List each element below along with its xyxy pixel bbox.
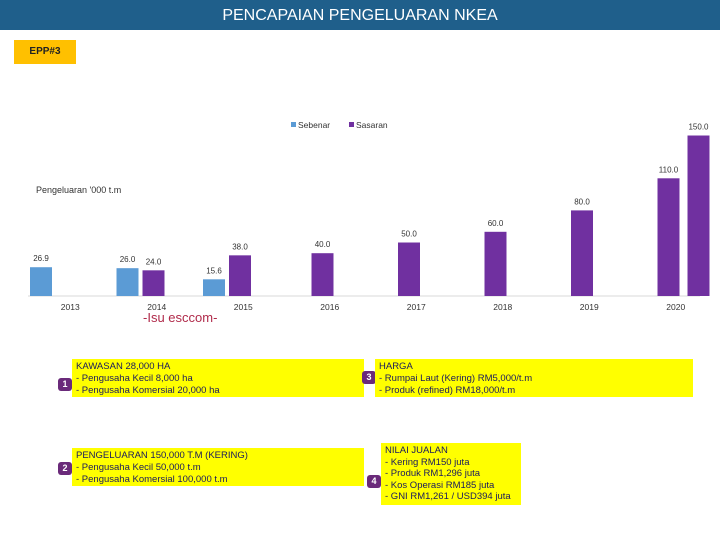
legend-swatch-sasaran [349, 122, 354, 127]
data-label: 15.6 [206, 266, 222, 275]
x-tick-label: 2017 [407, 302, 426, 310]
x-tick-label: 2015 [234, 302, 253, 310]
x-tick-label: 2019 [580, 302, 599, 310]
bar-sasaran [142, 270, 165, 296]
data-label: 24.0 [146, 257, 162, 266]
box-line: HARGA [379, 361, 413, 372]
x-tick-label: 2014 [147, 302, 166, 310]
box-line: KAWASAN 28,000 HA [76, 361, 171, 372]
box-line: - Pengusaha Komersial 20,000 ha [76, 385, 220, 396]
box-line: - GNI RM1,261 / USD394 juta [385, 491, 511, 502]
data-label: 40.0 [315, 240, 331, 249]
box-line: NILAI JUALAN [385, 445, 448, 456]
bar-sebenar [203, 279, 225, 296]
info-box-production: PENGELUARAN 150,000 T.M (KERING) - Pengu… [72, 448, 364, 486]
badge-1: 1 [58, 378, 72, 391]
x-tick-label: 2013 [61, 302, 80, 310]
info-box-price: HARGA - Rumpai Laut (Kering) RM5,000/t.m… [375, 359, 693, 397]
box-line: - Kering RM150 juta [385, 456, 470, 468]
data-label: 80.0 [574, 197, 590, 206]
badge-2: 2 [58, 462, 72, 475]
bar-sasaran [571, 210, 593, 296]
bar-sasaran [398, 242, 420, 296]
data-label: 150.0 [688, 123, 709, 132]
legend-label-sasaran: Sasaran [356, 120, 388, 130]
info-box-area: KAWASAN 28,000 HA - Pengusaha Kecil 8,00… [72, 359, 364, 397]
bar-sasaran [229, 255, 251, 296]
data-label: 38.0 [232, 242, 248, 251]
bar-chart: 2013 2014 2015 2016 2017 2018 2019 2020 26.9 26.0… [28, 120, 710, 310]
bar-sasaran [484, 231, 507, 296]
badge-4: 4 [367, 475, 381, 488]
box-line: - Pengusaha Kecil 8,000 ha [76, 373, 193, 384]
bar-sebenar [30, 267, 52, 296]
data-label: 26.9 [33, 254, 49, 263]
issue-annotation: -Isu esccom- [143, 310, 218, 325]
data-label: 50.0 [401, 230, 417, 239]
bar-sasaran [687, 135, 710, 296]
bar-sasaran [657, 178, 680, 296]
y-axis-label: Pengeluaran '000 t.m [36, 185, 121, 195]
box-line: - Pengusaha Kecil 50,000 t.m [76, 462, 201, 473]
box-line: PENGELUARAN 150,000 T.M (KERING) [76, 450, 248, 461]
x-tick-label: 2020 [666, 302, 685, 310]
x-tick-label: 2018 [493, 302, 512, 310]
box-line: - Kos Operasi RM185 juta [385, 479, 495, 491]
bar-sebenar [116, 268, 139, 296]
legend-swatch-sebenar [291, 122, 296, 127]
box-line: - Produk RM1,296 juta [385, 468, 481, 479]
box-line: - Produk (refined) RM18,000/t.m [379, 385, 516, 396]
data-label: 60.0 [488, 219, 504, 228]
page-title: PENCAPAIAN PENGELUARAN NKEA [0, 0, 720, 30]
x-tick-label: 2016 [320, 302, 339, 310]
data-label: 26.0 [120, 255, 136, 264]
data-label: 110.0 [659, 165, 679, 174]
info-box-sales: NILAI JUALAN - Kering RM150 juta - Produ… [381, 443, 521, 505]
box-line: - Rumpai Laut (Kering) RM5,000/t.m [379, 373, 533, 384]
box-line: - Pengusaha Komersial 100,000 t.m [76, 474, 228, 485]
badge-3: 3 [362, 371, 376, 384]
legend-label-sebenar: Sebenar [298, 120, 330, 130]
bar-sasaran [311, 253, 334, 296]
epp-tag: EPP#3 [14, 40, 76, 64]
